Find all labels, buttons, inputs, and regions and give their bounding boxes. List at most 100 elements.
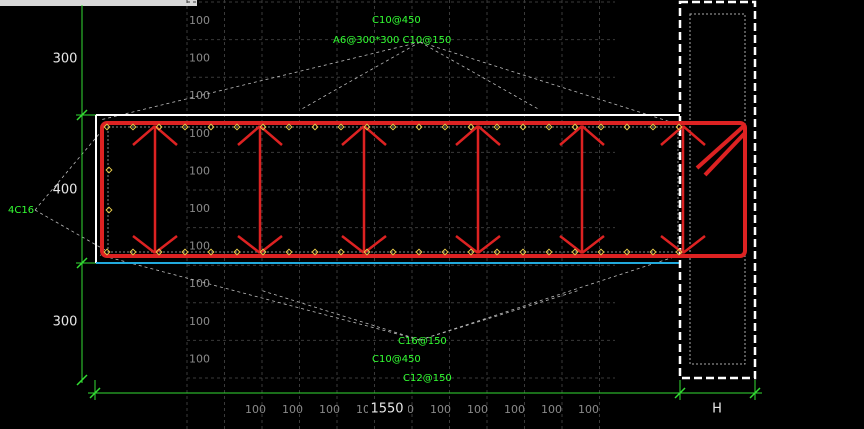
rebar-point bbox=[363, 248, 371, 256]
rebar-point bbox=[259, 123, 267, 131]
leader-line bbox=[34, 126, 106, 211]
grid-label: 100 bbox=[189, 52, 210, 65]
rebar-point bbox=[129, 123, 137, 131]
rebar-point bbox=[311, 123, 319, 131]
inner-cover bbox=[107, 126, 679, 253]
rebar-point bbox=[441, 248, 449, 256]
rebar-point bbox=[597, 248, 605, 256]
rebar-point bbox=[675, 123, 683, 131]
dimension-tick bbox=[89, 387, 101, 399]
hook bbox=[581, 125, 605, 146]
hook bbox=[682, 235, 706, 254]
rebar-point bbox=[441, 123, 449, 131]
grid-label: 100 bbox=[245, 403, 266, 416]
hook bbox=[477, 125, 501, 146]
hook bbox=[581, 235, 605, 254]
rebar-point bbox=[493, 248, 501, 256]
leader-line bbox=[419, 41, 541, 111]
rebar-point bbox=[105, 166, 113, 174]
rebar-point bbox=[519, 123, 527, 131]
rebar-point bbox=[103, 123, 111, 131]
dimension-label: 300 bbox=[53, 315, 78, 330]
hook bbox=[132, 235, 156, 254]
rebar-point bbox=[415, 123, 423, 131]
leader-line bbox=[299, 41, 421, 111]
rebar-point bbox=[545, 248, 553, 256]
rebar-point bbox=[389, 123, 397, 131]
grid-label: 100 bbox=[467, 403, 488, 416]
rebar-annotation: A6@300*300 C10@150 bbox=[333, 35, 451, 46]
hook bbox=[132, 125, 156, 146]
rebar-annotation: C12@150 bbox=[403, 373, 452, 384]
dimension-label: 300 bbox=[53, 52, 78, 67]
rebar-point bbox=[571, 123, 579, 131]
rebar-annotation: C10@450 bbox=[372, 15, 421, 26]
rebar-point bbox=[519, 248, 527, 256]
hook bbox=[703, 131, 747, 177]
grid-label: 100 bbox=[189, 202, 210, 215]
rebar-point bbox=[155, 248, 163, 256]
hook bbox=[237, 125, 261, 146]
hook bbox=[559, 125, 583, 146]
rebar-point bbox=[233, 123, 241, 131]
leader-line bbox=[34, 209, 106, 251]
grid-label: 100 bbox=[189, 240, 210, 253]
label-bg bbox=[368, 401, 408, 417]
hook bbox=[455, 235, 479, 254]
grid-label: 100 bbox=[189, 127, 210, 140]
grid-label: 100 bbox=[189, 164, 210, 177]
rebar-point bbox=[129, 248, 137, 256]
grid-label: 100 bbox=[578, 403, 599, 416]
leader-line bbox=[419, 289, 581, 341]
dimension-tick bbox=[76, 109, 88, 121]
grid-label: 100 bbox=[319, 403, 340, 416]
rebar-point bbox=[285, 123, 293, 131]
dimension-label: 1550 bbox=[370, 402, 403, 417]
rebar-point bbox=[493, 123, 501, 131]
rebar-point bbox=[571, 248, 579, 256]
rebar-point bbox=[545, 123, 553, 131]
rebar-point bbox=[467, 123, 475, 131]
rebar-annotation: C16@150 bbox=[398, 336, 447, 347]
grid-label: 100 bbox=[504, 403, 525, 416]
rebar-point bbox=[233, 248, 241, 256]
rebar-point bbox=[337, 123, 345, 131]
grid-label: 100 bbox=[189, 352, 210, 365]
rebar-annotation: 4C16 bbox=[8, 205, 34, 216]
rebar-point bbox=[389, 248, 397, 256]
grid-label: 100 bbox=[189, 14, 210, 27]
rebar-point bbox=[597, 123, 605, 131]
rebar-point bbox=[285, 248, 293, 256]
grid-label: 100 bbox=[430, 403, 451, 416]
grid-label: 100 bbox=[189, 315, 210, 328]
grid-label: 100 bbox=[282, 403, 303, 416]
rebar-point bbox=[415, 248, 423, 256]
grid-label: 100 bbox=[541, 403, 562, 416]
dimension-tick bbox=[674, 387, 686, 399]
rebar-point bbox=[337, 248, 345, 256]
dimension-tick bbox=[76, 374, 88, 386]
hook bbox=[455, 125, 479, 146]
hook bbox=[477, 235, 501, 254]
hook bbox=[237, 235, 261, 254]
dimension-tick bbox=[76, 257, 88, 269]
hook bbox=[559, 235, 583, 254]
rebar-point bbox=[675, 248, 683, 256]
rebar-point bbox=[363, 123, 371, 131]
rebar-point bbox=[181, 123, 189, 131]
leader-line bbox=[259, 289, 421, 341]
dimension-label: H bbox=[712, 402, 722, 417]
rebar-point bbox=[649, 248, 657, 256]
leader-line bbox=[99, 254, 421, 341]
rebar-point bbox=[311, 248, 319, 256]
rebar-point bbox=[181, 248, 189, 256]
leader-line bbox=[99, 41, 421, 121]
rebar-point bbox=[105, 206, 113, 214]
rebar-point bbox=[103, 248, 111, 256]
hook bbox=[695, 123, 747, 170]
toolbar-edge bbox=[0, 0, 197, 6]
dimension-tick bbox=[749, 387, 761, 399]
rebar-annotation: C10@450 bbox=[372, 354, 421, 365]
dimension-label: 400 bbox=[53, 183, 78, 198]
